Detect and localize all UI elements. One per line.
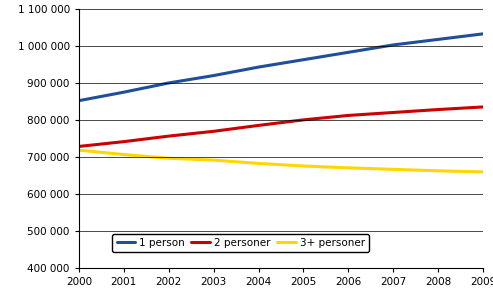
- 1 person: [76, 99, 82, 102]
- 3+ personer: [346, 166, 352, 170]
- 1 person: [390, 43, 396, 47]
- Line: 2 personer: 2 personer: [79, 107, 483, 147]
- 2 personer: [301, 118, 307, 122]
- 1 person: [121, 90, 127, 94]
- 2 personer: [211, 130, 216, 133]
- 1 person: [166, 81, 172, 85]
- 1 person: [211, 74, 216, 78]
- 2 personer: [255, 124, 261, 127]
- 3+ personer: [211, 158, 216, 162]
- 1 person: [346, 50, 352, 54]
- 3+ personer: [166, 157, 172, 160]
- 2 personer: [390, 111, 396, 114]
- 3+ personer: [480, 170, 486, 174]
- 3+ personer: [301, 164, 307, 168]
- 3+ personer: [435, 169, 441, 173]
- 2 personer: [76, 145, 82, 148]
- Line: 3+ personer: 3+ personer: [79, 150, 483, 172]
- 2 personer: [480, 105, 486, 109]
- 2 personer: [166, 134, 172, 138]
- Legend: 1 person, 2 personer, 3+ personer: 1 person, 2 personer, 3+ personer: [112, 234, 369, 252]
- 2 personer: [346, 114, 352, 117]
- 1 person: [435, 38, 441, 41]
- Line: 1 person: 1 person: [79, 34, 483, 101]
- 3+ personer: [255, 162, 261, 165]
- 1 person: [480, 32, 486, 36]
- 1 person: [301, 58, 307, 61]
- 3+ personer: [76, 148, 82, 152]
- 2 personer: [121, 140, 127, 143]
- 2 personer: [435, 108, 441, 111]
- 1 person: [255, 65, 261, 69]
- 3+ personer: [390, 168, 396, 171]
- 3+ personer: [121, 153, 127, 156]
